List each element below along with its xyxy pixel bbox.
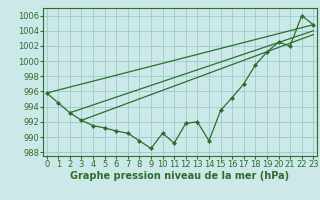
X-axis label: Graphe pression niveau de la mer (hPa): Graphe pression niveau de la mer (hPa) [70,171,290,181]
